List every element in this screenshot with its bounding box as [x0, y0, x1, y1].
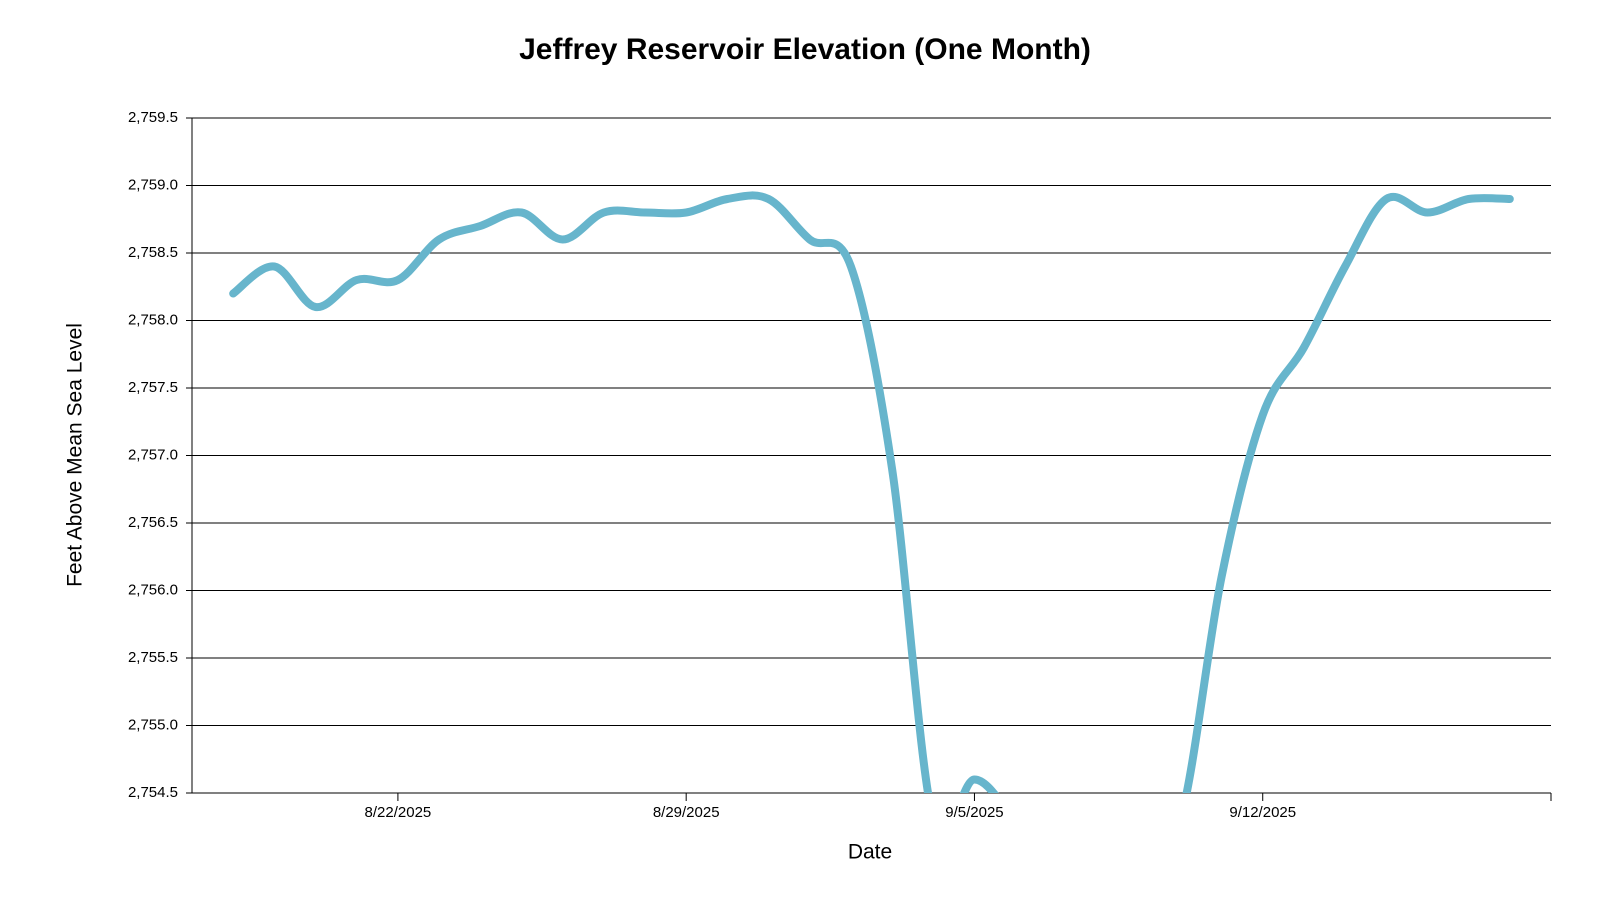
x-tick-label: 8/22/2025: [365, 804, 432, 821]
y-tick-label: 2,755.5: [128, 649, 178, 666]
y-tick-label: 2,754.5: [128, 784, 178, 801]
y-tick-label: 2,755.0: [128, 716, 178, 733]
y-tick-label: 2,757.0: [128, 446, 178, 463]
y-tick-label: 2,756.5: [128, 514, 178, 531]
chart-title: Jeffrey Reservoir Elevation (One Month): [519, 33, 1091, 66]
y-tick-label: 2,758.5: [128, 244, 178, 261]
x-tick-label: 9/12/2025: [1229, 804, 1296, 821]
y-tick-label: 2,758.0: [128, 311, 178, 328]
y-tick-label: 2,757.5: [128, 379, 178, 396]
x-tick-label: 8/29/2025: [653, 804, 720, 821]
y-tick-label: 2,759.5: [128, 109, 178, 126]
data-line: [229, 191, 1514, 793]
x-axis-title: Date: [848, 841, 892, 864]
x-tick-label: 9/5/2025: [945, 804, 1003, 821]
y-tick-label: 2,756.0: [128, 581, 178, 598]
y-axis-title: Feet Above Mean Sea Level: [64, 323, 87, 587]
y-tick-label: 2,759.0: [128, 176, 178, 193]
